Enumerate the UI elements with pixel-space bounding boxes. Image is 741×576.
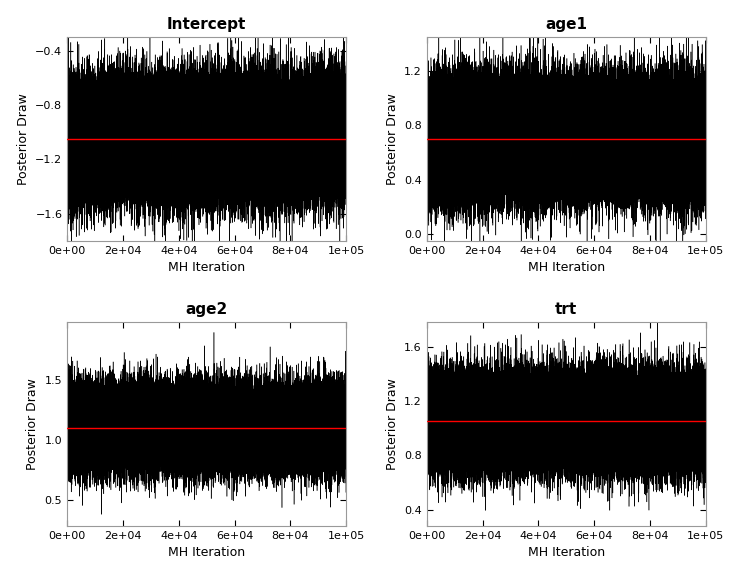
Title: trt: trt: [555, 302, 577, 317]
Y-axis label: Posterior Draw: Posterior Draw: [26, 378, 39, 470]
Y-axis label: Posterior Draw: Posterior Draw: [16, 93, 30, 185]
X-axis label: MH Iteration: MH Iteration: [168, 261, 245, 274]
Title: age1: age1: [545, 17, 587, 32]
Title: age2: age2: [185, 302, 227, 317]
X-axis label: MH Iteration: MH Iteration: [528, 546, 605, 559]
Y-axis label: Posterior Draw: Posterior Draw: [385, 378, 399, 470]
X-axis label: MH Iteration: MH Iteration: [528, 261, 605, 274]
Title: Intercept: Intercept: [167, 17, 246, 32]
X-axis label: MH Iteration: MH Iteration: [168, 546, 245, 559]
Y-axis label: Posterior Draw: Posterior Draw: [385, 93, 399, 185]
